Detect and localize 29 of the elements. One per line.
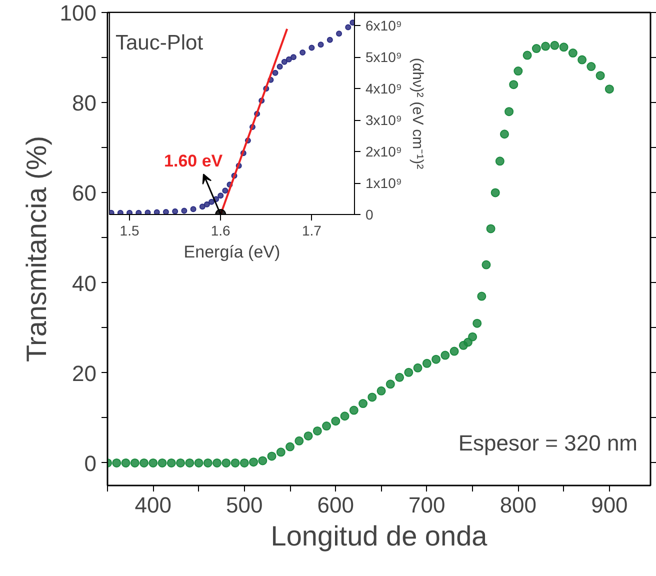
x-axis-title: Energía (eV) [184,242,280,262]
x-tick-label: 600 [317,492,354,518]
x-tick-label: 1.7 [302,222,322,238]
x-tick-label: 400 [134,492,172,518]
y-tick-label: 3x10⁹ [366,112,402,128]
y-tick-label: 40 [72,270,97,296]
y-tick-label: 100 [60,0,97,26]
y-tick-label: 60 [72,180,97,206]
x-tick-label: 1.6 [210,222,231,238]
x-tick-label: 500 [226,492,263,518]
y-tick-label: 2x10⁹ [366,144,402,160]
x-axis-title: Longitud de onda [270,520,488,552]
y-tick-label: 1x10⁹ [366,175,402,192]
y-tick-label: 0 [84,450,97,476]
y-tick-label: 5x10⁹ [366,49,402,66]
y-tick-label: 20 [72,360,97,386]
x-tick-label: 900 [591,492,628,518]
y-tick-label: 0 [366,206,374,222]
y-tick-label: 80 [72,90,97,116]
y-tick-label: 6x10⁹ [366,18,402,34]
annotation: Espesor = 320 nm [458,430,638,456]
x-tick-label: 700 [408,492,446,518]
y-axis-title: Transmitancia (%) [20,136,52,362]
text: Tauc-Plot [116,32,204,54]
x-tick-label: 800 [500,492,537,518]
annotation: 1.60 eV [164,152,224,170]
y-tick-label: 4x10⁹ [366,80,402,97]
x-tick-label: 1.5 [120,222,140,238]
y-axis-title: (αhν)² (eV cm⁻¹)² [408,58,426,170]
